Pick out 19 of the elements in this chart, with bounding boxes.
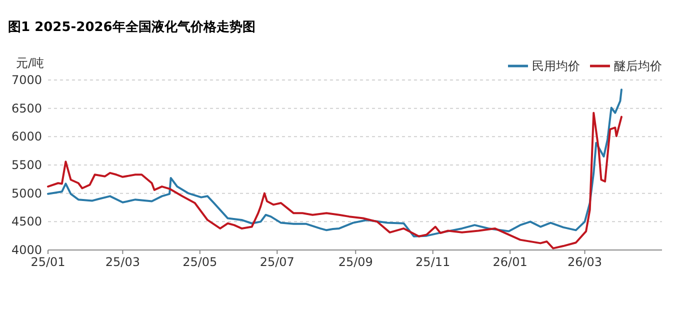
x-tick-label: 26/03 (567, 255, 602, 269)
x-tick-label: 25/11 (416, 255, 450, 269)
y-tick-label: 7000 (11, 73, 42, 87)
x-tick-label: 25/05 (182, 255, 218, 269)
x-tick-label: 25/03 (105, 255, 140, 269)
legend-label: 民用均价 (532, 59, 580, 73)
chart-title: 图1 2025-2026年全国液化气价格走势图 (8, 19, 256, 35)
y-tick-label: 5500 (11, 158, 42, 172)
y-axis-title: 元/吨 (16, 56, 44, 70)
x-tick-label: 25/01 (30, 255, 66, 269)
y-tick-label: 4000 (11, 243, 42, 257)
y-tick-label: 6500 (11, 101, 42, 116)
x-tick-label: 25/09 (338, 255, 373, 269)
y-tick-label: 4500 (11, 214, 42, 229)
y-tick-label: 6000 (11, 130, 42, 144)
x-tick-label: 25/07 (260, 255, 294, 269)
x-tick-label: 26/01 (492, 255, 528, 269)
legend-label: 醚后均价 (614, 59, 662, 73)
y-tick-label: 5000 (11, 186, 42, 200)
